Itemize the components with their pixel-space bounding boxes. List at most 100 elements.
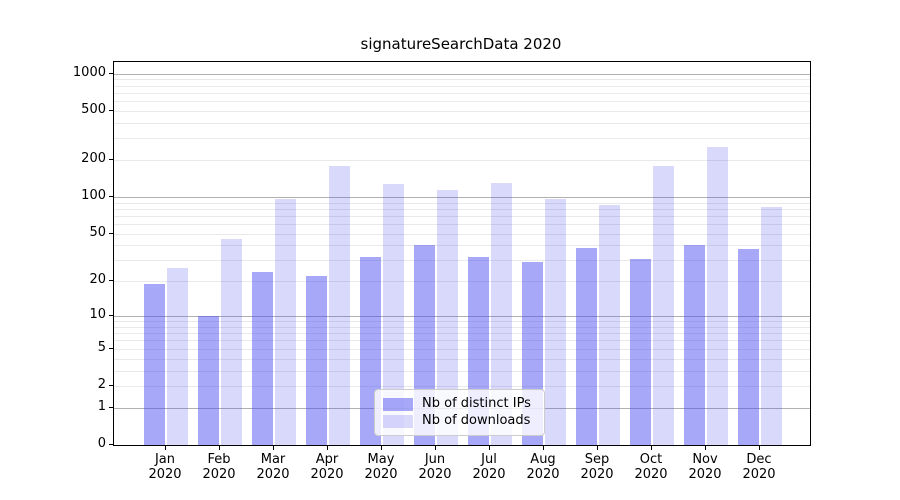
- legend-label-distinct-ips: Nb of distinct IPs: [422, 396, 531, 411]
- ytick-mark-100: [109, 195, 113, 197]
- legend-swatch-downloads: [383, 414, 413, 428]
- minor-gridline-9: [114, 321, 810, 323]
- bar-distinct-ips-sep: [576, 248, 597, 445]
- xtick-label-feb: Feb 2020: [202, 452, 236, 482]
- minor-gridline-400: [114, 122, 810, 124]
- major-gridline-100: [114, 196, 810, 198]
- xtick-mark-dec: [759, 446, 760, 450]
- ytick-mark-50: [109, 232, 113, 234]
- minor-gridline-4: [114, 358, 810, 360]
- xtick-mark-aug: [543, 446, 544, 450]
- bar-distinct-ips-dec: [738, 249, 759, 445]
- legend-item-distinct-ips: Nb of distinct IPs: [383, 397, 536, 411]
- legend-item-downloads: Nb of downloads: [383, 414, 536, 428]
- ytick-mark-200: [109, 158, 113, 160]
- xtick-label-sep: Sep 2020: [580, 452, 614, 482]
- xtick-mark-oct: [651, 446, 652, 450]
- ytick-mark-1000: [109, 72, 113, 74]
- minor-gridline-40: [114, 245, 810, 247]
- xtick-label-jan: Jan 2020: [148, 452, 182, 482]
- bar-downloads-jul: [491, 182, 512, 445]
- xtick-mark-may: [381, 446, 382, 450]
- bar-distinct-ips-oct: [630, 258, 651, 445]
- minor-gridline-2: [114, 385, 810, 387]
- ytick-label-1: 1: [97, 398, 106, 414]
- ytick-label-100: 100: [81, 187, 106, 203]
- minor-gridline-3: [114, 370, 810, 372]
- xtick-label-mar: Mar 2020: [256, 452, 290, 482]
- xtick-mark-feb: [219, 446, 220, 450]
- legend: Nb of distinct IPs Nb of downloads: [374, 389, 545, 436]
- bar-distinct-ips-nov: [684, 245, 705, 445]
- ytick-label-0: 0: [97, 436, 106, 451]
- major-gridline-10: [114, 316, 810, 318]
- ytick-mark-0: [109, 444, 113, 445]
- xtick-label-dec: Dec 2020: [742, 452, 776, 482]
- ytick-mark-5: [109, 347, 113, 349]
- bar-downloads-mar: [275, 198, 296, 445]
- ytick-mark-10: [109, 315, 113, 317]
- ytick-label-50: 50: [89, 224, 106, 240]
- ytick-label-2: 2: [97, 376, 106, 392]
- chart-title: signatureSearchData 2020: [360, 35, 562, 53]
- bar-distinct-ips-apr: [306, 276, 327, 445]
- minor-gridline-30: [114, 260, 810, 262]
- ytick-mark-20: [109, 280, 113, 282]
- minor-gridline-800: [114, 85, 810, 87]
- xtick-label-apr: Apr 2020: [310, 452, 344, 482]
- minor-gridline-500: [114, 110, 810, 112]
- bar-distinct-ips-feb: [198, 316, 219, 445]
- minor-gridline-200: [114, 159, 810, 161]
- minor-gridline-6: [114, 340, 810, 342]
- minor-gridline-7: [114, 333, 810, 335]
- minor-gridline-20: [114, 281, 810, 283]
- xtick-label-aug: Aug 2020: [526, 452, 560, 482]
- minor-gridline-300: [114, 138, 810, 140]
- bar-downloads-nov: [707, 146, 728, 445]
- xtick-mark-jan: [165, 446, 166, 450]
- ytick-mark-500: [109, 109, 113, 111]
- ytick-mark-1: [109, 406, 113, 408]
- xtick-mark-nov: [705, 446, 706, 450]
- ytick-mark-2: [109, 384, 113, 386]
- bar-downloads-may: [383, 183, 404, 445]
- xtick-label-oct: Oct 2020: [634, 452, 668, 482]
- xtick-mark-sep: [597, 446, 598, 450]
- minor-gridline-8: [114, 326, 810, 328]
- bar-downloads-dec: [761, 207, 782, 445]
- minor-gridline-900: [114, 79, 810, 81]
- ytick-label-500: 500: [81, 101, 106, 117]
- minor-gridline-5: [114, 348, 810, 350]
- minor-gridline-700: [114, 92, 810, 94]
- xtick-mark-mar: [273, 446, 274, 450]
- ytick-label-200: 200: [81, 150, 106, 166]
- bar-downloads-feb: [221, 239, 242, 445]
- minor-gridline-600: [114, 101, 810, 102]
- xtick-label-nov: Nov 2020: [688, 452, 722, 482]
- xtick-mark-apr: [327, 446, 328, 450]
- ytick-label-10: 10: [89, 307, 106, 323]
- minor-gridline-80: [114, 208, 810, 210]
- bar-distinct-ips-mar: [252, 271, 273, 445]
- xtick-mark-jul: [489, 446, 490, 450]
- minor-gridline-50: [114, 233, 810, 235]
- bar-downloads-jun: [437, 190, 458, 445]
- legend-swatch-distinct-ips: [383, 397, 413, 411]
- ytick-label-5: 5: [97, 339, 106, 355]
- bar-downloads-apr: [329, 165, 350, 445]
- bar-downloads-aug: [545, 199, 566, 445]
- xtick-mark-jun: [435, 446, 436, 450]
- bar-downloads-oct: [653, 166, 674, 445]
- bar-downloads-sep: [599, 204, 620, 445]
- legend-label-downloads: Nb of downloads: [422, 413, 531, 428]
- xtick-label-may: May 2020: [364, 452, 398, 482]
- minor-gridline-60: [114, 224, 810, 225]
- major-gridline-1000: [114, 73, 810, 75]
- ytick-label-1000: 1000: [72, 64, 106, 80]
- minor-gridline-90: [114, 202, 810, 204]
- bar-downloads-jan: [167, 267, 188, 445]
- ytick-label-20: 20: [89, 272, 106, 288]
- xtick-label-jun: Jun 2020: [418, 452, 452, 482]
- xtick-label-jul: Jul 2020: [472, 452, 506, 482]
